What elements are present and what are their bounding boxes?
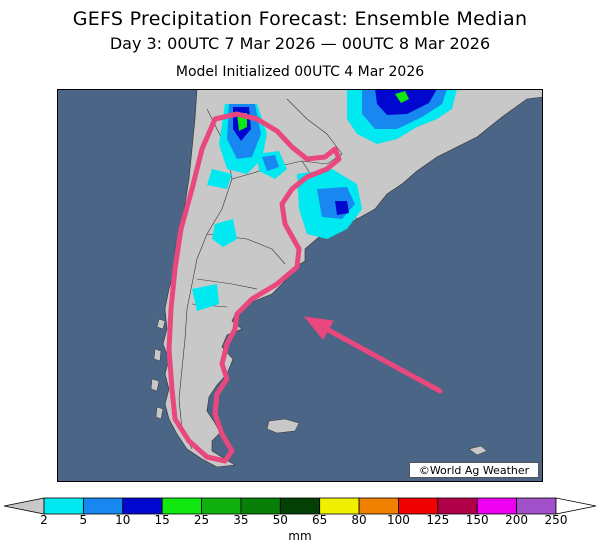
colorbar-swatch [161,497,202,515]
colorbar-tick-label: 200 [505,513,529,527]
colorbar-tick-label: 80 [351,513,367,527]
colorbar-swatch [358,497,399,515]
colorbar-swatch [122,497,163,515]
colorbar-tick-label: 10 [115,513,131,527]
colorbar-tick-label: 150 [465,513,489,527]
colorbar-swatch [319,497,360,515]
colorbar-swatch [437,497,478,515]
colorbar-swatch [82,497,124,515]
colorbar-underflow [4,497,45,515]
colorbar-swatch [279,497,321,515]
colorbar-tick-label: 65 [312,513,328,527]
land-south-america [162,89,543,468]
arrow [303,316,443,394]
map-credit: ©World Ag Weather [409,462,539,478]
colorbar-swatch [43,497,84,515]
forecast-period: Day 3: 00UTC 7 Mar 2026 — 00UTC 8 Mar 20… [109,34,491,53]
colorbar-swatch [240,497,281,515]
colorbar-tick-label: 100 [387,513,410,527]
colorbar-tick-label: 250 [544,513,568,527]
colorbar-swatch [516,497,557,515]
colorbar-swatch [476,497,518,515]
colorbar-tick-label: 50 [272,513,288,527]
colorbar-overflow [555,497,596,515]
colorbar-swatch [201,497,242,515]
colorbar-tick-label: 25 [193,513,210,527]
precipitation-colorbar [4,497,596,515]
highlight-outline [166,111,342,464]
colorbar-tick-label: 2 [40,513,48,527]
colorbar-tick-label: 35 [233,513,249,527]
model-initialized: Model Initialized 00UTC 4 Mar 2026 [175,64,425,80]
colorbar-unit: mm [288,529,312,543]
chart-title: GEFS Precipitation Forecast: Ensemble Me… [72,8,528,30]
colorbar-tick-label: 125 [426,513,450,527]
colorbar-swatch [398,497,439,515]
falkland-islands [266,418,300,434]
precipitation-shading [192,89,457,311]
precipitation-map [57,89,543,482]
colorbar-tick-label: 15 [154,513,170,527]
colorbar-tick-label: 5 [79,513,88,527]
